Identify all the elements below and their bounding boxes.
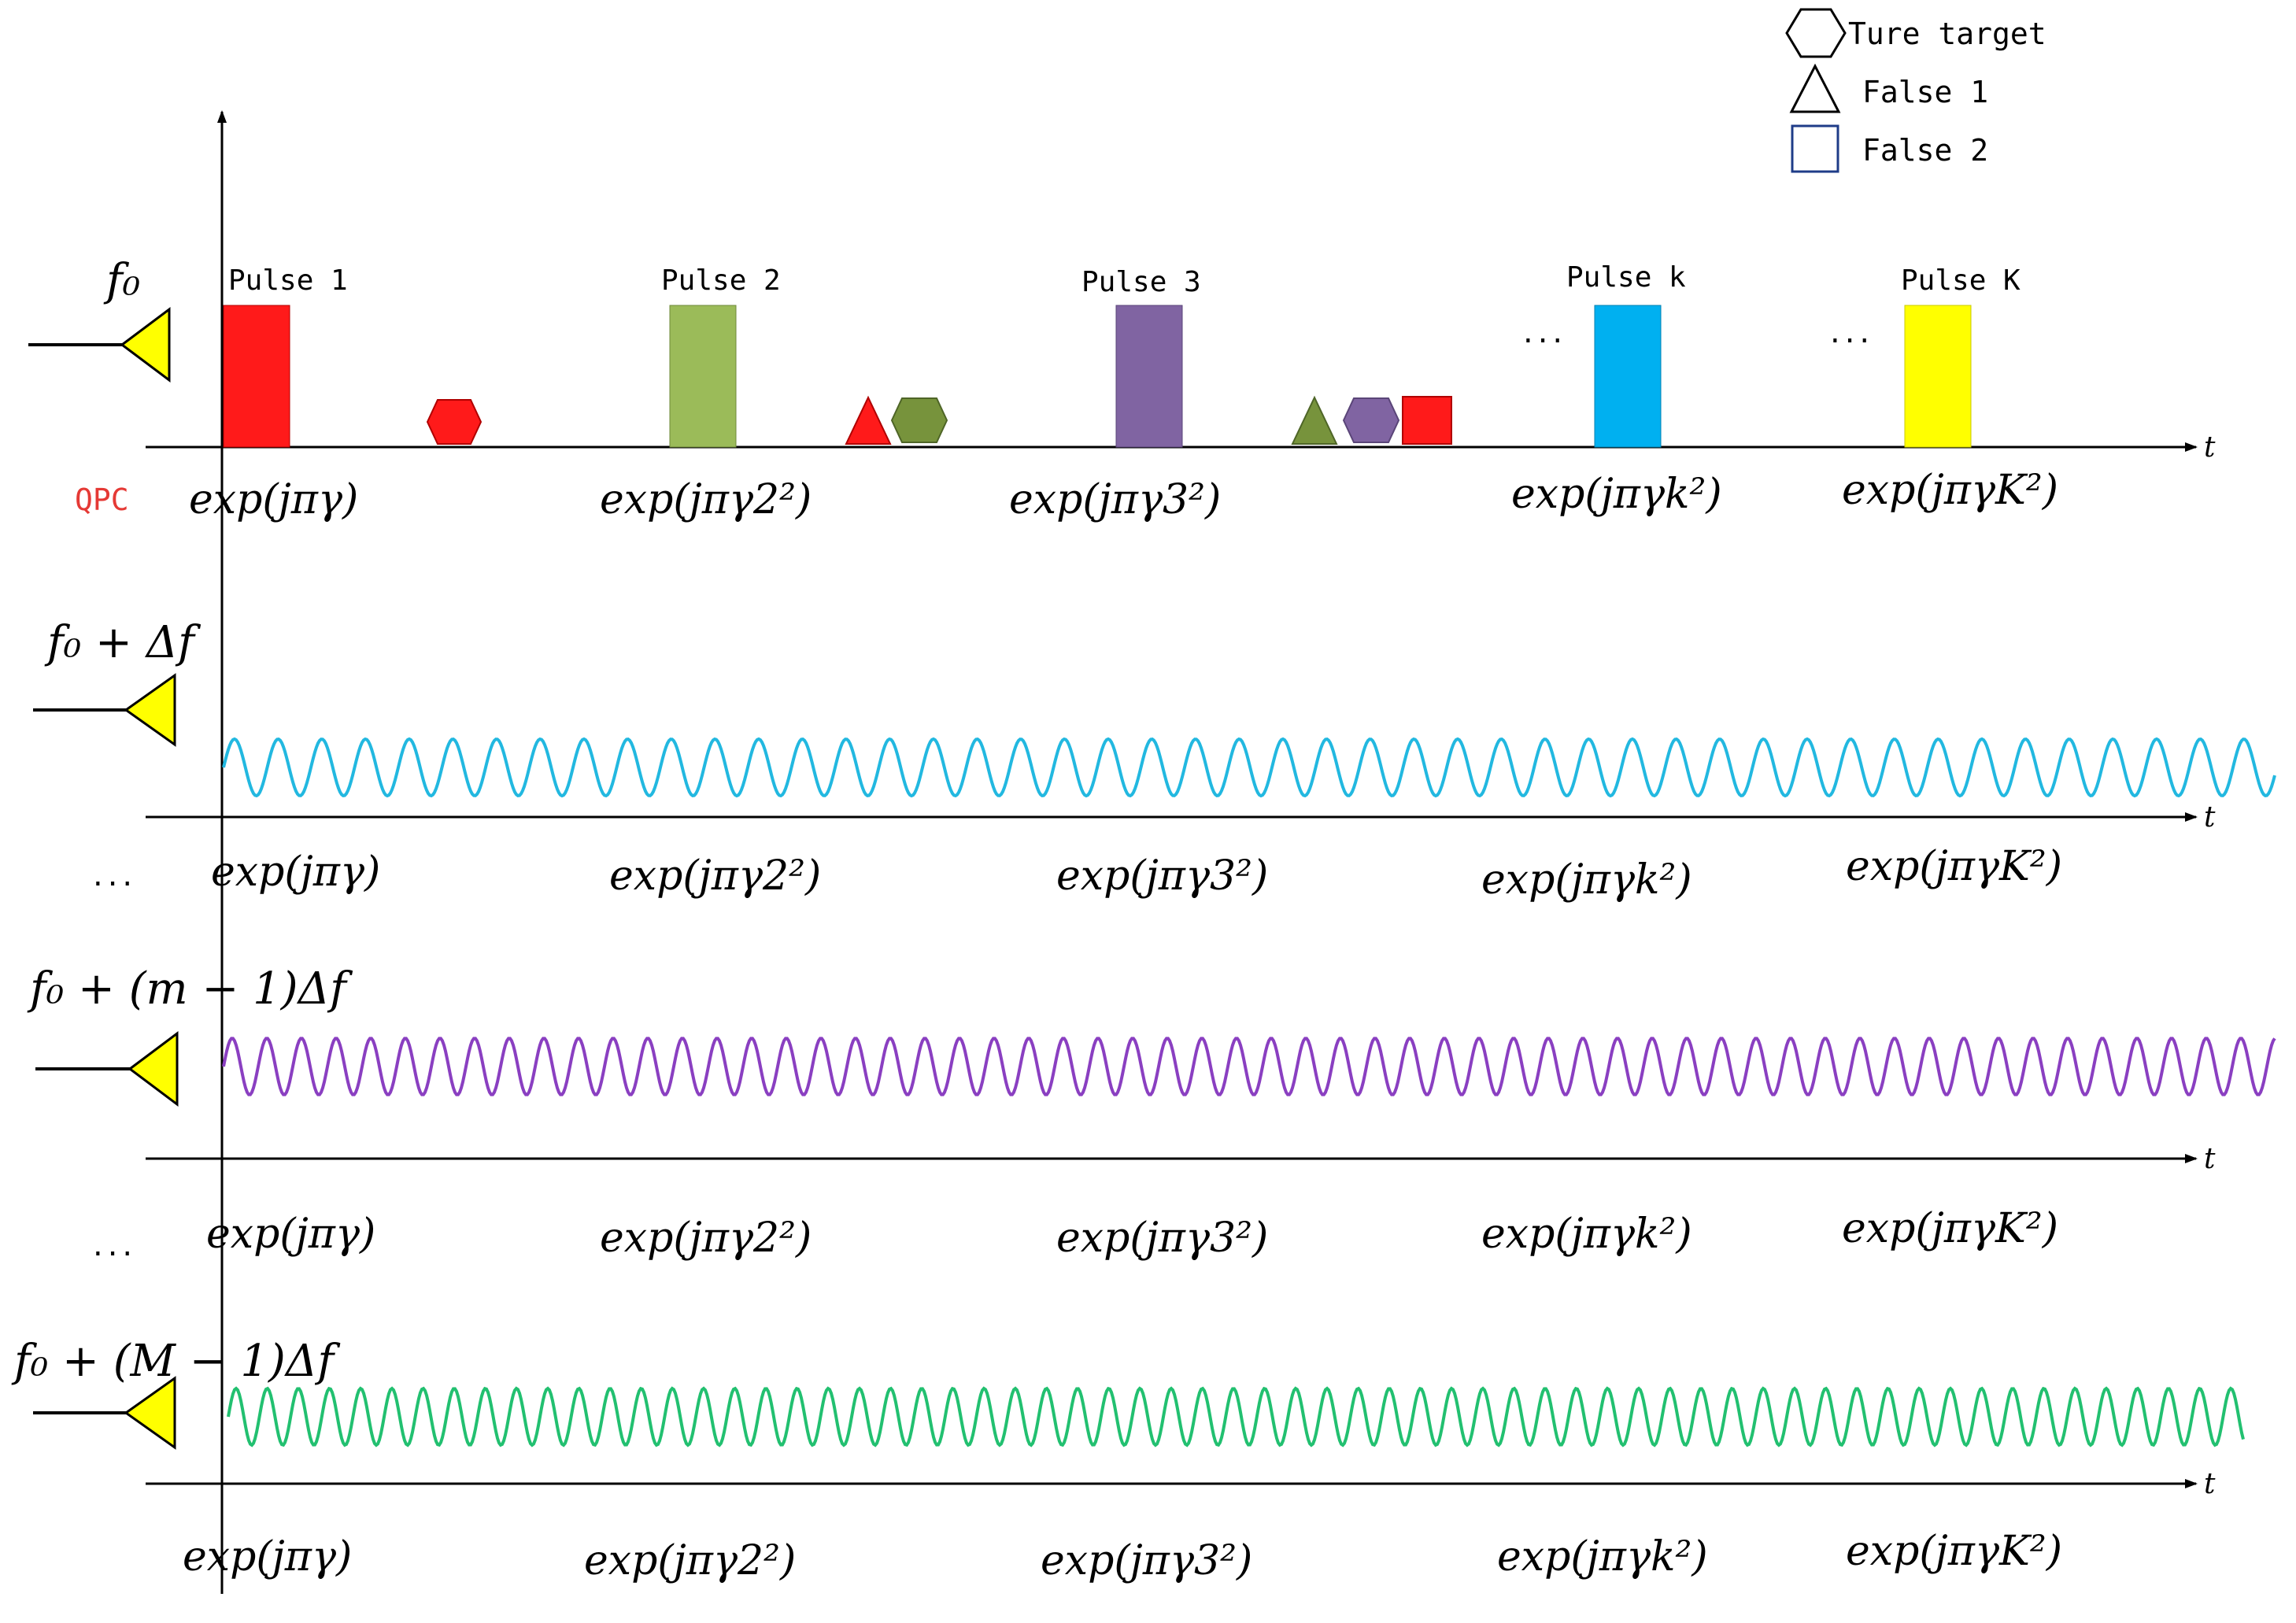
pulse-3-bar bbox=[1115, 305, 1183, 448]
code-row1-K: exp(jπγK²) bbox=[1842, 467, 2058, 514]
legend-false1-label: False 1 bbox=[1862, 75, 1988, 109]
freq-label-row1: f₀ bbox=[103, 255, 140, 306]
code-row1-k: exp(jπγk²) bbox=[1511, 471, 1722, 518]
triangle-icon bbox=[1789, 63, 1841, 113]
code-row4-3: exp(jπγ3²) bbox=[1041, 1537, 1252, 1584]
legend-true-target-label: Ture target bbox=[1848, 17, 2046, 51]
pulse-k-bar bbox=[1594, 305, 1662, 448]
ellipsis-left-1: ... bbox=[93, 857, 137, 893]
code-row1-1: exp(jπγ) bbox=[189, 476, 358, 523]
code-row4-2: exp(jπγ2²) bbox=[584, 1537, 796, 1584]
antenna-row3 bbox=[35, 1031, 179, 1107]
false1-triangle-3 bbox=[1291, 395, 1338, 445]
code-row1-3: exp(jπγ3²) bbox=[1009, 476, 1221, 523]
freq-label-row4: f₀ + (M − 1)Δf bbox=[11, 1336, 341, 1387]
ellipsis-left-2: ... bbox=[93, 1227, 137, 1263]
wave-row4 bbox=[227, 1386, 2245, 1447]
true-target-hexagon-3 bbox=[1342, 397, 1400, 443]
freq-label-row3: f₀ + (m − 1)Δf bbox=[27, 963, 353, 1015]
hexagon-icon bbox=[1785, 8, 1847, 58]
code-row3-3: exp(jπγ3²) bbox=[1056, 1214, 1268, 1262]
legend-false2-label: False 2 bbox=[1862, 133, 1988, 168]
false1-triangle-2 bbox=[845, 395, 892, 445]
wave-row3 bbox=[222, 1037, 2276, 1096]
code-row1-2: exp(jπγ2²) bbox=[600, 476, 812, 523]
code-row2-K: exp(jπγK²) bbox=[1846, 843, 2062, 890]
code-row4-k: exp(jπγk²) bbox=[1497, 1533, 1708, 1580]
code-row2-3: exp(jπγ3²) bbox=[1056, 852, 1268, 900]
antenna-icon bbox=[124, 1376, 176, 1450]
code-row3-K: exp(jπγK²) bbox=[1842, 1205, 2058, 1252]
pulse-K-label: Pulse K bbox=[1901, 264, 2021, 297]
antenna-icon bbox=[128, 1031, 179, 1107]
code-row4-K: exp(jπγK²) bbox=[1846, 1528, 2062, 1575]
code-row3-1: exp(jπγ) bbox=[206, 1211, 375, 1258]
antenna-icon bbox=[124, 673, 176, 747]
pulse-1-label: Pulse 1 bbox=[228, 264, 348, 297]
antenna-row2 bbox=[33, 673, 176, 747]
code-row2-1: exp(jπγ) bbox=[211, 848, 380, 896]
ellipsis-pulse-K: ... bbox=[1830, 314, 1874, 350]
t-label-row1: t bbox=[2204, 431, 2216, 464]
pulse-K-bar bbox=[1904, 305, 1972, 448]
pulse-k-label: Pulse k bbox=[1566, 261, 1686, 294]
antenna-icon bbox=[120, 307, 171, 383]
ellipsis-pulse-k: ... bbox=[1523, 314, 1567, 350]
pulse-1-bar bbox=[223, 305, 290, 448]
legend: Ture target False 1 False 2 bbox=[1785, 8, 2046, 173]
code-row3-k: exp(jπγk²) bbox=[1481, 1211, 1692, 1258]
square-icon bbox=[1791, 124, 1839, 173]
code-row4-1: exp(jπγ) bbox=[183, 1533, 352, 1580]
true-target-hexagon-2 bbox=[890, 397, 948, 443]
t-label-row3: t bbox=[2204, 1143, 2216, 1175]
pulse-3-label: Pulse 3 bbox=[1081, 266, 1201, 298]
wave-row2 bbox=[222, 737, 2276, 798]
pulse-2-bar bbox=[669, 305, 737, 448]
pulse-2-label: Pulse 2 bbox=[661, 264, 781, 297]
code-row2-2: exp(jπγ2²) bbox=[609, 852, 821, 900]
antenna-row4 bbox=[33, 1376, 176, 1450]
t-label-row2: t bbox=[2204, 801, 2216, 834]
false2-square-3 bbox=[1402, 396, 1452, 445]
code-row2-k: exp(jπγk²) bbox=[1481, 856, 1692, 904]
true-target-hexagon-1 bbox=[426, 399, 482, 445]
t-label-row4: t bbox=[2204, 1468, 2216, 1500]
freq-label-row2: f₀ + Δf bbox=[44, 617, 202, 668]
qpc-label: QPC bbox=[75, 482, 129, 517]
antenna-row1 bbox=[28, 307, 171, 383]
code-row3-2: exp(jπγ2²) bbox=[600, 1214, 812, 1262]
